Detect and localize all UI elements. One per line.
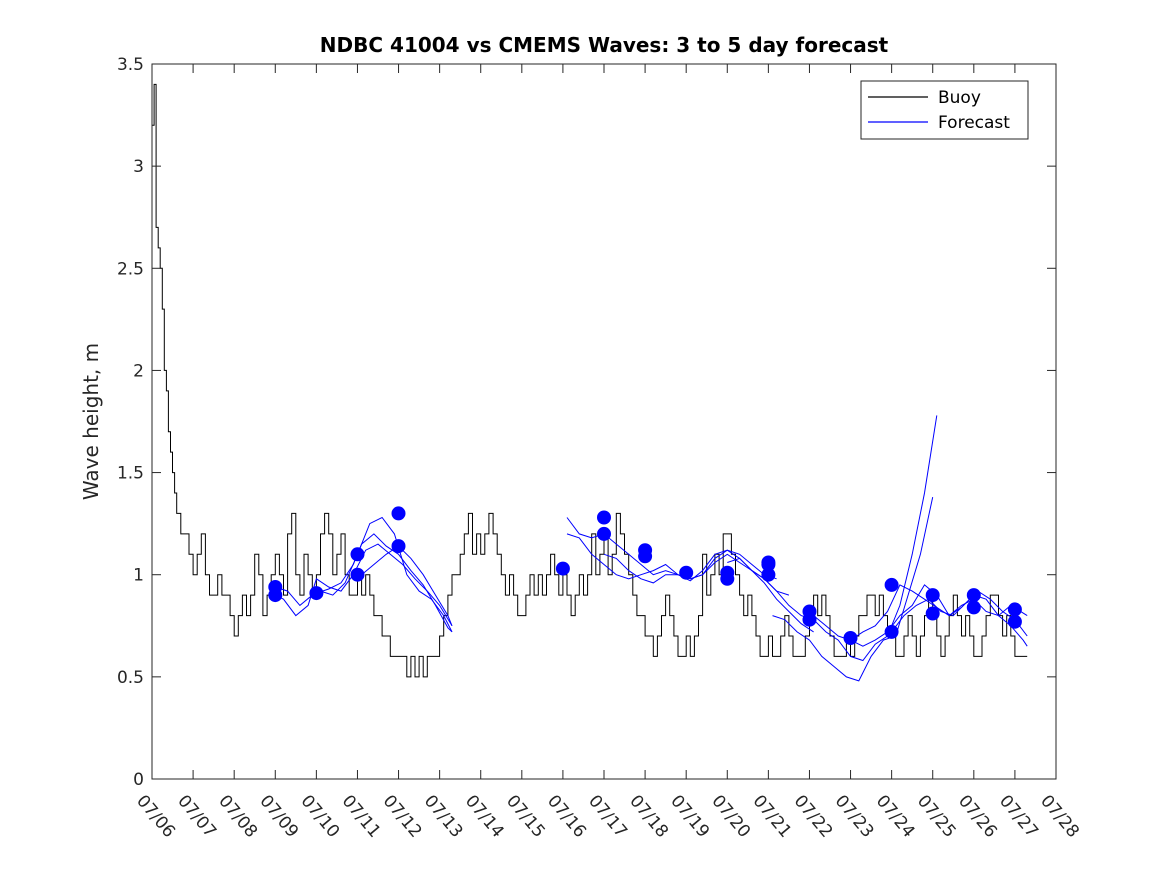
forecast-line-3: [316, 533, 453, 633]
forecast-marker: [350, 547, 365, 562]
forecast-line-11: [850, 584, 1028, 647]
y-tick-label: 1: [133, 566, 144, 586]
y-tick-label: 0: [133, 770, 144, 790]
forecast-marker: [925, 588, 940, 603]
forecast-marker: [802, 604, 817, 619]
forecast-marker: [309, 586, 324, 601]
y-tick-label: 2.5: [117, 259, 144, 279]
forecast-marker: [720, 565, 735, 580]
forecast-marker: [350, 567, 365, 582]
forecast-marker: [597, 510, 611, 525]
forecast-marker: [391, 539, 406, 554]
forecast-line-2: [275, 516, 453, 633]
forecast-line-9: [772, 496, 934, 682]
forecast-line-4: [361, 545, 453, 626]
legend-forecast-label: Forecast: [938, 113, 1010, 133]
chart-title: NDBC 41004 vs CMEMS Waves: 3 to 5 day fo…: [320, 33, 889, 57]
forecast-marker: [268, 580, 283, 594]
forecast-marker: [843, 631, 858, 645]
forecast-marker: [555, 561, 570, 576]
forecast-marker: [884, 624, 899, 639]
y-tick-label: 3.5: [117, 55, 144, 75]
forecast-marker: [1007, 614, 1022, 629]
y-tick-label: 3: [133, 157, 144, 177]
forecast-marker: [925, 606, 940, 621]
y-axis-label: Wave height, m: [79, 343, 103, 500]
forecast-marker: [679, 565, 694, 580]
forecast-line-12: [891, 590, 1028, 637]
forecast-marker: [638, 543, 653, 558]
y-tick-label: 1.5: [117, 464, 144, 484]
legend: Buoy Forecast: [860, 80, 1029, 140]
forecast-line-1: [275, 543, 453, 627]
forecast-marker: [597, 526, 611, 541]
legend-box: [860, 80, 1029, 140]
forecast-marker: [391, 506, 406, 521]
y-tick-label: 2: [133, 361, 144, 381]
plot-area: [152, 64, 1056, 779]
legend-buoy-label: Buoy: [938, 88, 981, 108]
forecast-marker: [966, 600, 981, 615]
marker-layer: [268, 506, 1022, 645]
forecast-marker: [761, 555, 776, 570]
forecast-marker: [966, 588, 981, 603]
forecast-marker: [884, 577, 899, 592]
forecast-marker: [1007, 602, 1022, 617]
forecast-line-7: [603, 553, 814, 633]
y-tick-label: 0.5: [117, 668, 144, 688]
